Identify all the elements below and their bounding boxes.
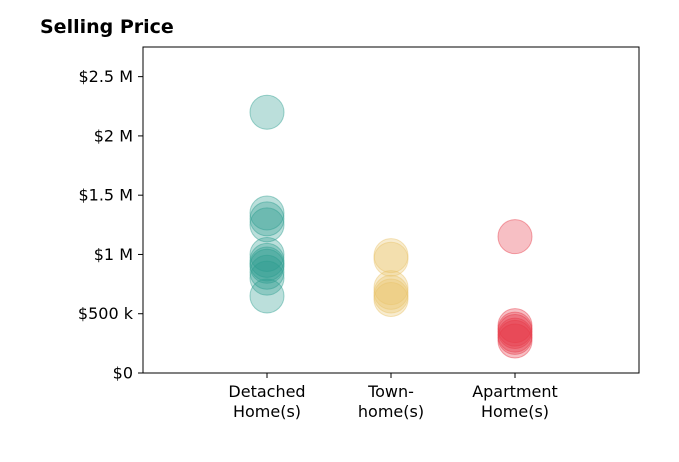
y-tick-label: $0 [113, 364, 133, 383]
data-point [249, 207, 285, 243]
data-point [497, 317, 533, 353]
chart-title: Selling Price [40, 16, 174, 38]
data-point [249, 242, 285, 278]
data-point [249, 246, 285, 282]
data-point [373, 238, 409, 274]
x-tick-label: Home(s) [233, 402, 301, 421]
x-tick-label: home(s) [358, 402, 424, 421]
data-point [249, 195, 285, 231]
y-tick-label: $1.5 M [78, 186, 133, 205]
data-point [373, 241, 409, 277]
data-point [249, 94, 285, 130]
data-point [249, 254, 285, 290]
data-point [249, 248, 285, 284]
data-point [373, 270, 409, 306]
data-point [497, 314, 533, 350]
y-tick-label: $2.5 M [78, 67, 133, 86]
y-tick-label: $500 k [78, 304, 134, 323]
x-axis: DetachedHome(s)Town-home(s)ApartmentHome… [228, 373, 558, 421]
data-point [373, 278, 409, 314]
data-point [249, 201, 285, 237]
x-tick-label: Apartment [472, 382, 558, 401]
y-tick-label: $1 M [94, 245, 133, 264]
x-tick-label: Detached [228, 382, 305, 401]
data-point [497, 311, 533, 347]
y-tick-label: $2 M [94, 126, 133, 145]
data-point [497, 308, 533, 344]
data-point [497, 319, 533, 355]
y-axis: $0 $500 k $1 M $1.5 M $2 M $2.5 M [78, 67, 143, 383]
x-tick-label: Home(s) [481, 402, 549, 421]
data-point [373, 282, 409, 318]
data-points [249, 94, 533, 359]
data-point [249, 278, 285, 314]
data-point [249, 260, 285, 296]
data-point [373, 274, 409, 310]
data-point [497, 219, 533, 255]
data-point [497, 323, 533, 359]
x-tick-label: Town- [367, 382, 414, 401]
plot-frame [142, 46, 640, 374]
data-point [249, 236, 285, 272]
